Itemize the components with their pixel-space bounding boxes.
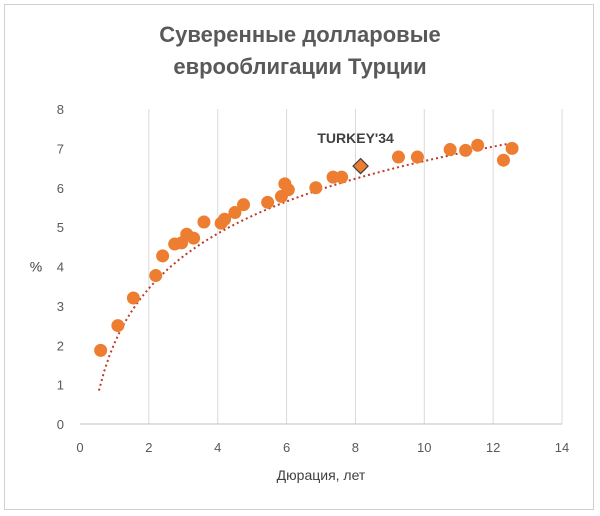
data-point — [156, 249, 170, 263]
data-point — [197, 215, 211, 229]
data-point — [496, 153, 510, 167]
data-point — [149, 269, 163, 283]
data-point — [471, 138, 485, 152]
y-tick-label: 7 — [57, 141, 64, 156]
data-points — [94, 138, 519, 357]
chart-title-line-1: Суверенные долларовые — [159, 22, 441, 47]
data-point — [228, 206, 242, 220]
data-point — [237, 198, 251, 212]
trendline — [97, 141, 514, 391]
data-point — [94, 343, 108, 357]
highlight-point — [352, 157, 369, 175]
data-point — [505, 141, 519, 155]
y-tick-label: 1 — [57, 378, 64, 393]
data-point — [111, 319, 125, 333]
data-point — [187, 231, 201, 245]
x-tick-label: 14 — [555, 440, 569, 455]
data-point — [281, 183, 295, 197]
data-point — [261, 195, 275, 209]
data-point — [309, 181, 323, 195]
y-tick-label: 0 — [57, 417, 64, 432]
y-tick-label: 3 — [57, 299, 64, 314]
x-axis-title: Дюрация, лет — [277, 467, 366, 483]
data-point — [410, 150, 424, 164]
data-point — [126, 291, 140, 305]
data-point — [443, 143, 457, 157]
x-tick-label: 12 — [486, 440, 500, 455]
x-tick-label: 10 — [417, 440, 431, 455]
x-tick-label: 4 — [214, 440, 221, 455]
chart-frame — [4, 4, 594, 510]
y-axis-title: % — [30, 259, 42, 275]
y-tick-label: 6 — [57, 181, 64, 196]
highlight-label: TURKEY'34 — [317, 130, 394, 146]
x-tick-label: 6 — [283, 440, 290, 455]
data-point — [335, 170, 349, 184]
x-tick-label: 2 — [145, 440, 152, 455]
grid-lines — [148, 109, 563, 424]
x-tick-label: 8 — [352, 440, 359, 455]
highlight-group: TURKEY'34 — [317, 130, 394, 175]
y-tick-label: 8 — [57, 102, 64, 117]
x-tick-label: 0 — [76, 440, 83, 455]
chart-title-line-2: еврооблигации Турции — [173, 54, 427, 79]
data-point — [459, 143, 473, 157]
data-point — [391, 150, 405, 164]
y-tick-label: 2 — [57, 338, 64, 353]
y-tick-label: 4 — [57, 260, 64, 275]
y-tick-label: 5 — [57, 220, 64, 235]
data-point — [218, 212, 232, 226]
trendline-group — [97, 141, 514, 391]
